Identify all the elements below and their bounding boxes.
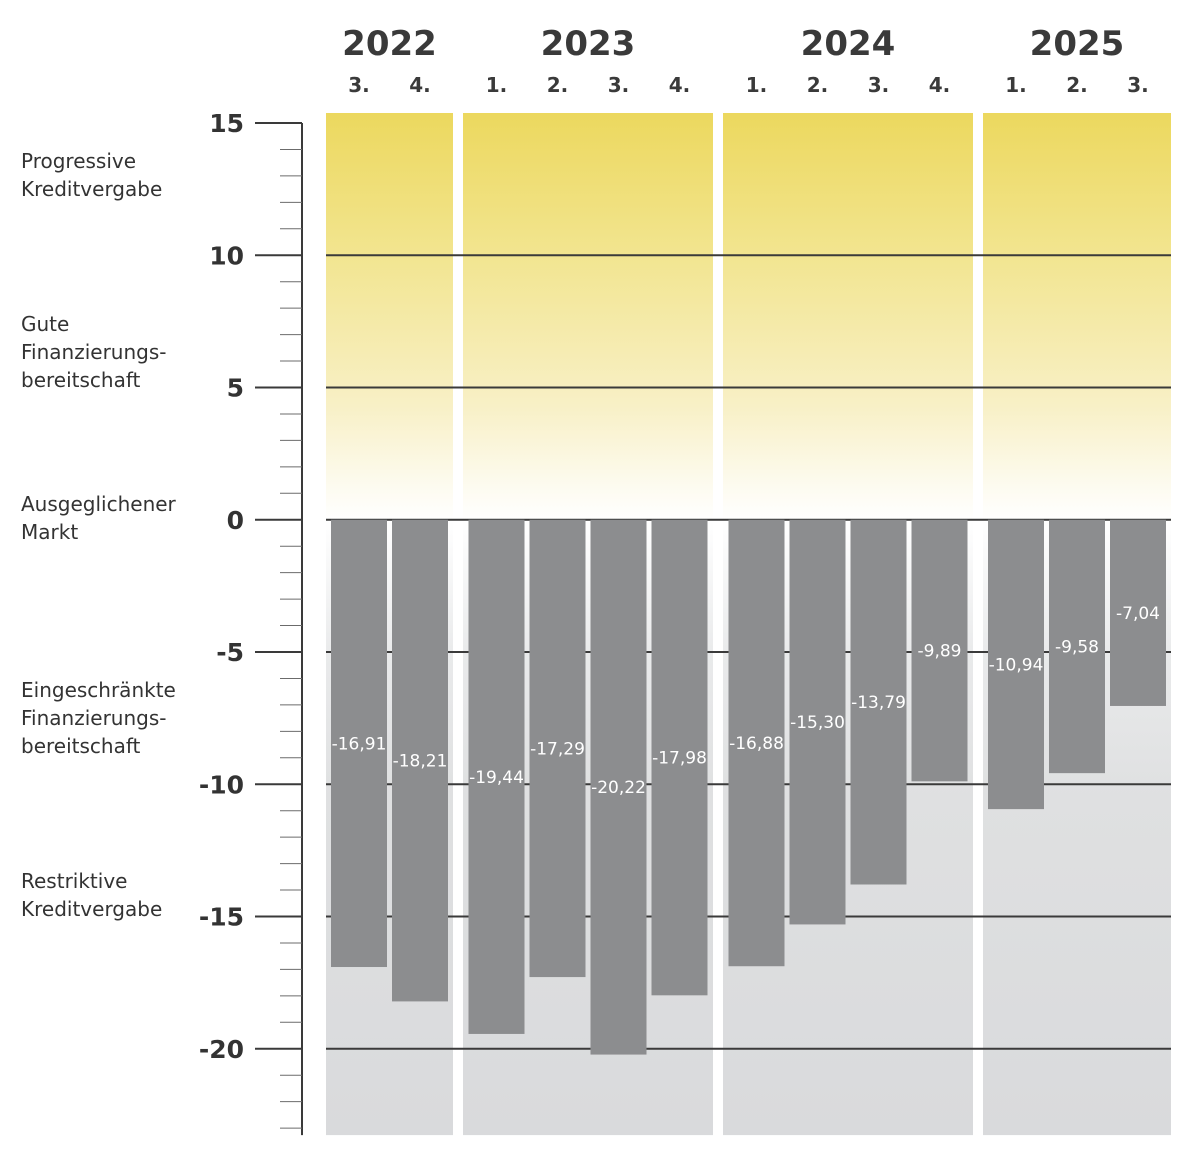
zone-label-line: Eingeschränkte: [21, 678, 176, 702]
positive-zone-panel: [326, 113, 453, 520]
bar: [651, 519, 708, 996]
bar: [590, 519, 647, 1055]
positive-zone-panel: [463, 113, 713, 520]
bar: [728, 519, 785, 967]
y-tick-label: 10: [209, 241, 244, 270]
zone-label: Progressive Kreditvergabe: [21, 149, 162, 201]
zone-label: Ausgeglichener Markt: [21, 492, 177, 544]
zone-label: Restriktive Kreditvergabe: [21, 869, 162, 921]
quarter-label: 3.: [868, 73, 890, 97]
zone-label: Eingeschränkte Finanzierungs-bereitschaft: [21, 678, 176, 758]
bar: [392, 519, 448, 1002]
bar: [1049, 519, 1105, 774]
year-label: 2025: [1030, 24, 1125, 64]
quarter-label: 1.: [486, 73, 508, 97]
y-tick-label: -20: [199, 1035, 244, 1064]
quarter-label: 4.: [409, 73, 431, 97]
bar: [789, 519, 846, 925]
quarter-label: 3.: [608, 73, 630, 97]
zone-label-line: Ausgeglichener: [21, 492, 177, 516]
zone-label-line: Kreditvergabe: [21, 897, 162, 921]
y-tick-label: 0: [227, 506, 244, 535]
bar-value-label: -17,98: [652, 749, 707, 769]
zone-label-line: bereitschaft: [21, 368, 141, 392]
bar-value-label: -9,58: [1055, 637, 1099, 657]
zone-label-line: Progressive: [21, 149, 136, 173]
bar-value-label: -9,89: [918, 642, 962, 662]
quarter-label: 2.: [547, 73, 569, 97]
bar-value-label: -10,94: [989, 655, 1044, 675]
year-label: 2023: [541, 24, 636, 64]
zone-label-line: Gute: [21, 312, 69, 336]
bar-value-label: -19,44: [469, 768, 524, 788]
bar-value-label: -13,79: [851, 693, 906, 713]
positive-zone-panel: [983, 113, 1171, 520]
zone-label-line: Restriktive: [21, 869, 127, 893]
y-tick-label: -10: [199, 770, 244, 799]
bar: [988, 519, 1044, 810]
bar: [850, 519, 907, 885]
quarter-label: 3.: [348, 73, 370, 97]
y-tick-label: -5: [216, 638, 244, 667]
zone-label-line: Finanzierungs-: [21, 706, 166, 730]
bar: [331, 519, 387, 968]
zone-label-line: Finanzierungs-: [21, 340, 166, 364]
positive-zone-panel: [723, 113, 973, 520]
bar: [468, 519, 525, 1034]
zone-label-line: bereitschaft: [21, 734, 141, 758]
quarter-label: 2.: [1066, 73, 1088, 97]
bar-value-label: -18,21: [393, 752, 448, 772]
quarter-label: 1.: [746, 73, 768, 97]
zone-label: Gute Finanzierungs-bereitschaft: [21, 312, 166, 392]
y-tick-label: -15: [199, 903, 244, 932]
year-label: 2022: [342, 24, 437, 64]
bar: [1110, 519, 1166, 706]
bar-value-label: -17,29: [530, 739, 585, 759]
quarter-label: 3.: [1127, 73, 1149, 97]
quarter-label: 1.: [1005, 73, 1027, 97]
y-tick-label: 5: [227, 374, 244, 403]
y-tick-label: 15: [209, 109, 244, 138]
bar-value-label: -15,30: [790, 713, 845, 733]
year-label: 2024: [801, 24, 896, 64]
bar-value-label: -7,04: [1116, 604, 1160, 624]
bar-value-label: -20,22: [591, 778, 646, 798]
bar-value-label: -16,91: [332, 734, 387, 754]
zone-label-line: Kreditvergabe: [21, 177, 162, 201]
quarter-label: 4.: [669, 73, 691, 97]
bar: [911, 519, 968, 782]
bar-value-label: -16,88: [729, 734, 784, 754]
quarter-label: 4.: [929, 73, 951, 97]
zone-label-line: Markt: [21, 520, 78, 544]
bar: [529, 519, 586, 978]
quarter-label: 2.: [807, 73, 829, 97]
